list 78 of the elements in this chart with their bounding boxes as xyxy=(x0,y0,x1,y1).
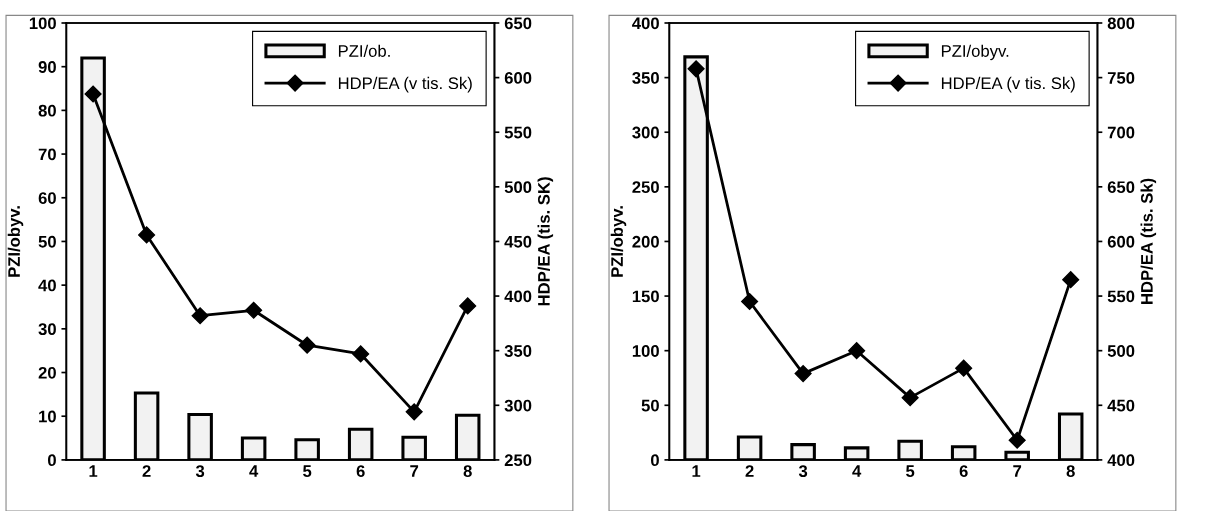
y2-tick-label: 650 xyxy=(1107,181,1135,194)
y-tick-label: 300 xyxy=(632,126,659,139)
y2-tick-label: 450 xyxy=(504,235,532,248)
point xyxy=(901,389,919,407)
point xyxy=(687,60,705,78)
y-tick-label: 100 xyxy=(632,345,659,357)
y2-tick-label: 550 xyxy=(504,126,532,139)
y2-tick-label: 450 xyxy=(1107,399,1135,412)
point xyxy=(794,365,812,383)
point xyxy=(191,307,209,325)
x-tick-label: 1 xyxy=(692,465,701,477)
point xyxy=(84,85,102,103)
y-tick-label: 250 xyxy=(632,181,659,194)
x-tick-label: 7 xyxy=(1013,465,1022,477)
y2-tick-label: 250 xyxy=(504,454,532,467)
y2-tick-label: 600 xyxy=(1107,235,1135,248)
y-tick-label: 50 xyxy=(38,235,56,248)
y2-tick-label: 400 xyxy=(1107,454,1135,467)
y-tick-label: 50 xyxy=(641,399,659,412)
y-axis-title: PZI/obyv. xyxy=(610,206,627,277)
point xyxy=(298,336,316,354)
y-tick-label: 10 xyxy=(39,410,56,423)
y-tick-label: 40 xyxy=(38,279,56,292)
point xyxy=(1008,431,1026,449)
point xyxy=(741,292,759,311)
x-tick-label: 2 xyxy=(745,465,754,477)
x-tick-label: 4 xyxy=(852,465,862,477)
x-tick-label: 8 xyxy=(463,465,472,477)
y2-tick-label: 550 xyxy=(1107,290,1135,303)
point xyxy=(848,342,866,360)
x-tick-label: 4 xyxy=(249,465,259,477)
legend-label: HDP/EA (v tis. Sk) xyxy=(338,76,472,93)
y-tick-label: 70 xyxy=(38,148,56,161)
y2-tick-label: 500 xyxy=(504,181,532,194)
y-tick-label: 80 xyxy=(38,104,56,117)
x-tick-label: 2 xyxy=(142,465,151,477)
y-tick-label: 30 xyxy=(38,323,56,336)
y-tick-label: 200 xyxy=(632,235,659,248)
x-tick-label: 5 xyxy=(303,465,312,477)
x-tick-label: 6 xyxy=(356,465,365,477)
y-tick-label: 60 xyxy=(38,192,56,204)
point xyxy=(245,301,263,319)
y2-tick-label: 750 xyxy=(1107,72,1135,84)
legend-label: HDP/EA (v tis. Sk) xyxy=(941,76,1075,93)
y2-axis-title: HDP/EA (tis. SK) xyxy=(537,177,554,306)
y-tick-label: 150 xyxy=(632,290,659,303)
x-tick-label: 5 xyxy=(906,465,915,477)
x-tick-label: 7 xyxy=(410,465,419,477)
y2-axis-title: HDP/EA (tis. Sk) xyxy=(1140,178,1157,304)
y2-tick-label: 700 xyxy=(1107,126,1135,139)
x-tick-label: 3 xyxy=(195,465,205,478)
point xyxy=(352,345,370,363)
y-tick-label: 100 xyxy=(29,17,56,30)
legend-label: PZI/obyv. xyxy=(941,44,1009,61)
x-tick-label: 3 xyxy=(798,465,808,478)
x-tick-label: 6 xyxy=(959,465,968,477)
y-tick-label: 20 xyxy=(38,366,56,379)
x-tick-label: 1 xyxy=(89,465,98,477)
y-tick-label: 0 xyxy=(651,454,659,467)
y-tick-label: 350 xyxy=(632,72,659,84)
y2-tick-label: 650 xyxy=(504,17,532,30)
point xyxy=(405,403,423,421)
y-tick-label: 90 xyxy=(38,61,56,73)
legend-label: PZI/ob. xyxy=(338,44,390,57)
y2-tick-label: 500 xyxy=(1107,345,1135,357)
y2-tick-label: 600 xyxy=(504,72,532,84)
x-tick-label: 8 xyxy=(1066,465,1075,477)
y-tick-label: 400 xyxy=(632,17,659,30)
point xyxy=(138,226,156,244)
y-tick-label: 0 xyxy=(48,454,56,467)
point xyxy=(1062,271,1080,289)
y2-tick-label: 300 xyxy=(504,399,532,412)
y2-tick-label: 350 xyxy=(504,345,532,357)
y2-tick-label: 400 xyxy=(504,290,532,303)
point xyxy=(955,359,973,377)
y2-tick-label: 800 xyxy=(1107,17,1135,30)
point xyxy=(459,297,477,315)
y-axis-title: PZI/obyv. xyxy=(7,206,24,277)
